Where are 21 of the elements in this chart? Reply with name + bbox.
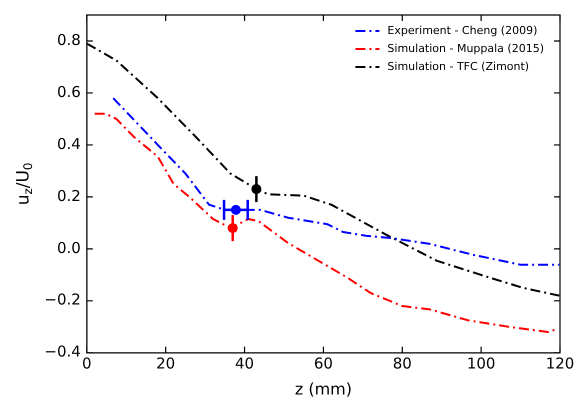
y-tick-label: 0.0 bbox=[56, 238, 81, 257]
y-tick-label: 0.6 bbox=[56, 82, 81, 101]
legend-label: Simulation - TFC (Zimont) bbox=[387, 60, 530, 73]
x-tick-label: 60 bbox=[314, 354, 333, 373]
x-axis-title: z (mm) bbox=[294, 380, 352, 399]
legend-label: Experiment - Cheng (2009) bbox=[387, 24, 538, 37]
x-tick-label: 120 bbox=[546, 354, 574, 373]
y-tick-label: −0.4 bbox=[44, 342, 81, 361]
y-tick-label: 0.2 bbox=[56, 186, 81, 205]
y-axis-title: uz/U0 bbox=[13, 162, 36, 206]
x-tick-label: 0 bbox=[82, 354, 92, 373]
line-series bbox=[94, 112, 558, 334]
line-series bbox=[112, 97, 560, 266]
y-tick-label: 0.4 bbox=[56, 134, 81, 153]
x-tick-label: 20 bbox=[156, 354, 176, 373]
y-tick-label: −0.2 bbox=[44, 290, 81, 309]
x-tick-label: 80 bbox=[392, 354, 412, 373]
y-tick-label: 0.8 bbox=[56, 30, 81, 49]
x-tick-label: 40 bbox=[235, 354, 254, 373]
x-tick-label: 100 bbox=[466, 354, 496, 373]
legend-label: Simulation - Muppala (2015) bbox=[387, 42, 544, 55]
